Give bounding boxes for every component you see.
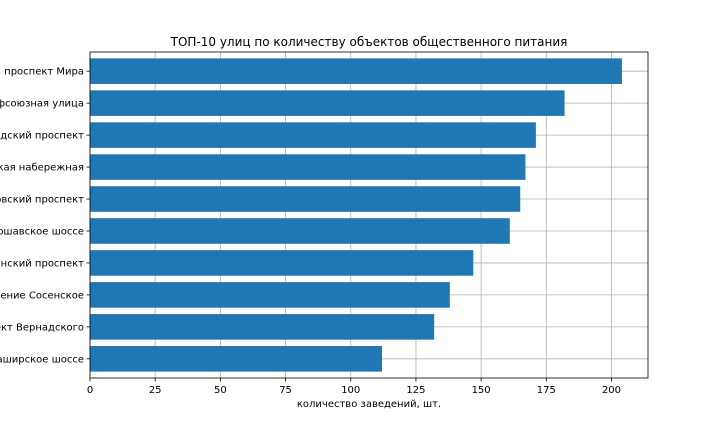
y-tick-label: Каширское шоссе — [0, 354, 84, 365]
bar — [90, 186, 521, 212]
x-tick-label: 175 — [537, 385, 556, 396]
x-tick-label: 50 — [214, 385, 227, 396]
bar — [90, 90, 565, 116]
x-axis-label: количество заведений, шт. — [297, 399, 441, 410]
plot-frame — [89, 51, 649, 379]
y-tick-label: проспект Мира — [4, 67, 84, 78]
x-tick-label: 150 — [472, 385, 491, 396]
bar — [90, 250, 474, 276]
bar — [90, 218, 510, 244]
bar — [90, 122, 536, 148]
axis-layer: 0 25 50 75 100 125 150 175 200 Каширское шоссе про… — [0, 51, 649, 396]
y-tick-label: проспект Вернадского — [0, 322, 84, 333]
y-tick-label: Пресненская набережная — [0, 163, 84, 174]
bar — [90, 154, 526, 180]
x-tick-label: 0 — [87, 385, 93, 396]
bar — [90, 346, 383, 372]
x-tick-label: 25 — [149, 385, 162, 396]
x-tick-label: 125 — [406, 385, 425, 396]
y-tick-label: поселение Сосенское — [0, 290, 84, 301]
bar-layer — [90, 58, 622, 372]
y-tick-label: Варшавское шоссе — [0, 226, 84, 237]
y-tick-label: Профсоюзная улица — [0, 99, 84, 110]
x-tick-label: 100 — [341, 385, 360, 396]
bar — [90, 58, 622, 84]
y-tick-label: Ленинский проспект — [0, 258, 84, 269]
y-tick-label: Кутузовский проспект — [0, 195, 84, 206]
bar — [90, 314, 435, 340]
x-tick-label: 75 — [279, 385, 292, 396]
y-tick-label: Ленинградский проспект — [0, 131, 84, 142]
bar — [90, 282, 450, 308]
x-tick-label: 200 — [602, 385, 621, 396]
chart-title: ТОП-10 улиц по количеству объектов общес… — [170, 35, 568, 49]
